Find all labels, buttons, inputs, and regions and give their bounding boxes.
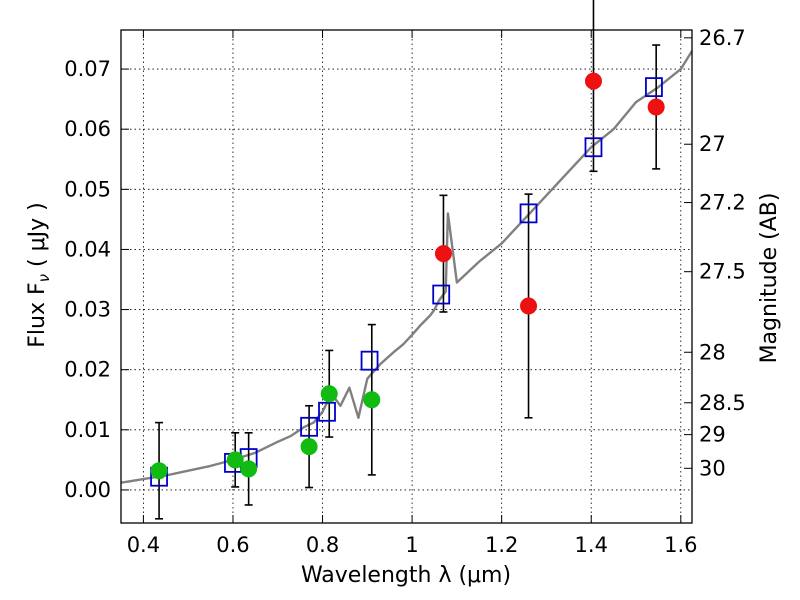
circle-marker xyxy=(300,438,318,456)
circle-marker xyxy=(150,462,168,480)
y-tick-label: 0.07 xyxy=(64,57,111,81)
x-tick-label: 1 xyxy=(405,533,418,557)
sed-model-curve-layer xyxy=(120,50,694,484)
square-marker xyxy=(432,284,451,305)
circle-marker xyxy=(647,98,665,116)
x-tick-label: 0.8 xyxy=(306,533,339,557)
circle-marker xyxy=(363,391,381,409)
y-tick-label: 0.04 xyxy=(64,237,111,261)
square-marker xyxy=(300,416,318,437)
square-marker xyxy=(318,401,336,422)
x-axis-title: Wavelength λ (μm) xyxy=(301,563,511,588)
y-tick-label: 0.02 xyxy=(64,358,111,382)
y-tick-label: 0.01 xyxy=(64,418,111,442)
sed-model-curve xyxy=(120,50,694,484)
y-tick-label: 0.00 xyxy=(64,478,111,502)
y2-tick-label: 26.7 xyxy=(699,26,746,50)
square-marker xyxy=(519,203,538,224)
grid xyxy=(121,30,692,523)
y2-tick-label: 29 xyxy=(699,423,726,447)
y2-axis-title: Magnitude (AB) xyxy=(757,193,782,364)
y-tick-label: 0.06 xyxy=(64,117,111,141)
x-tick-label: 0.6 xyxy=(216,533,249,557)
y-tick-label: 0.03 xyxy=(64,298,111,322)
circle-marker xyxy=(520,297,538,315)
circle-marker xyxy=(320,385,338,403)
x-tick-label: 1.2 xyxy=(485,533,518,557)
data-markers xyxy=(150,72,665,487)
x-tick-label: 1.6 xyxy=(664,533,697,557)
circle-marker xyxy=(434,245,452,263)
y2-tick-label: 27.2 xyxy=(699,191,746,215)
error-bars xyxy=(155,0,661,520)
square-marker xyxy=(360,350,379,371)
x-tick-label: 1.4 xyxy=(575,533,608,557)
x-tick-label: 0.4 xyxy=(127,533,160,557)
square-marker xyxy=(645,77,663,98)
y2-tick-label: 28 xyxy=(699,340,726,364)
square-marker xyxy=(584,137,603,158)
y-tick-label: 0.05 xyxy=(64,177,111,201)
y2-tick-label: 28.5 xyxy=(699,391,746,415)
circle-marker xyxy=(226,451,244,469)
circle-marker xyxy=(240,460,258,478)
plot-frame xyxy=(120,29,693,524)
y2-tick-label: 27.5 xyxy=(699,260,746,284)
y2-tick-label: 30 xyxy=(699,456,726,480)
circle-marker xyxy=(584,72,602,90)
y2-tick-label: 27 xyxy=(699,132,726,156)
y-axis-title: Flux Fν ( μJy ) xyxy=(25,202,53,347)
axis-ticks: 0.4 0.6 0.8 1 1.2 1.4 1.6 0.00 0.01 0.02 0.03 0.04 0… xyxy=(64,26,746,557)
